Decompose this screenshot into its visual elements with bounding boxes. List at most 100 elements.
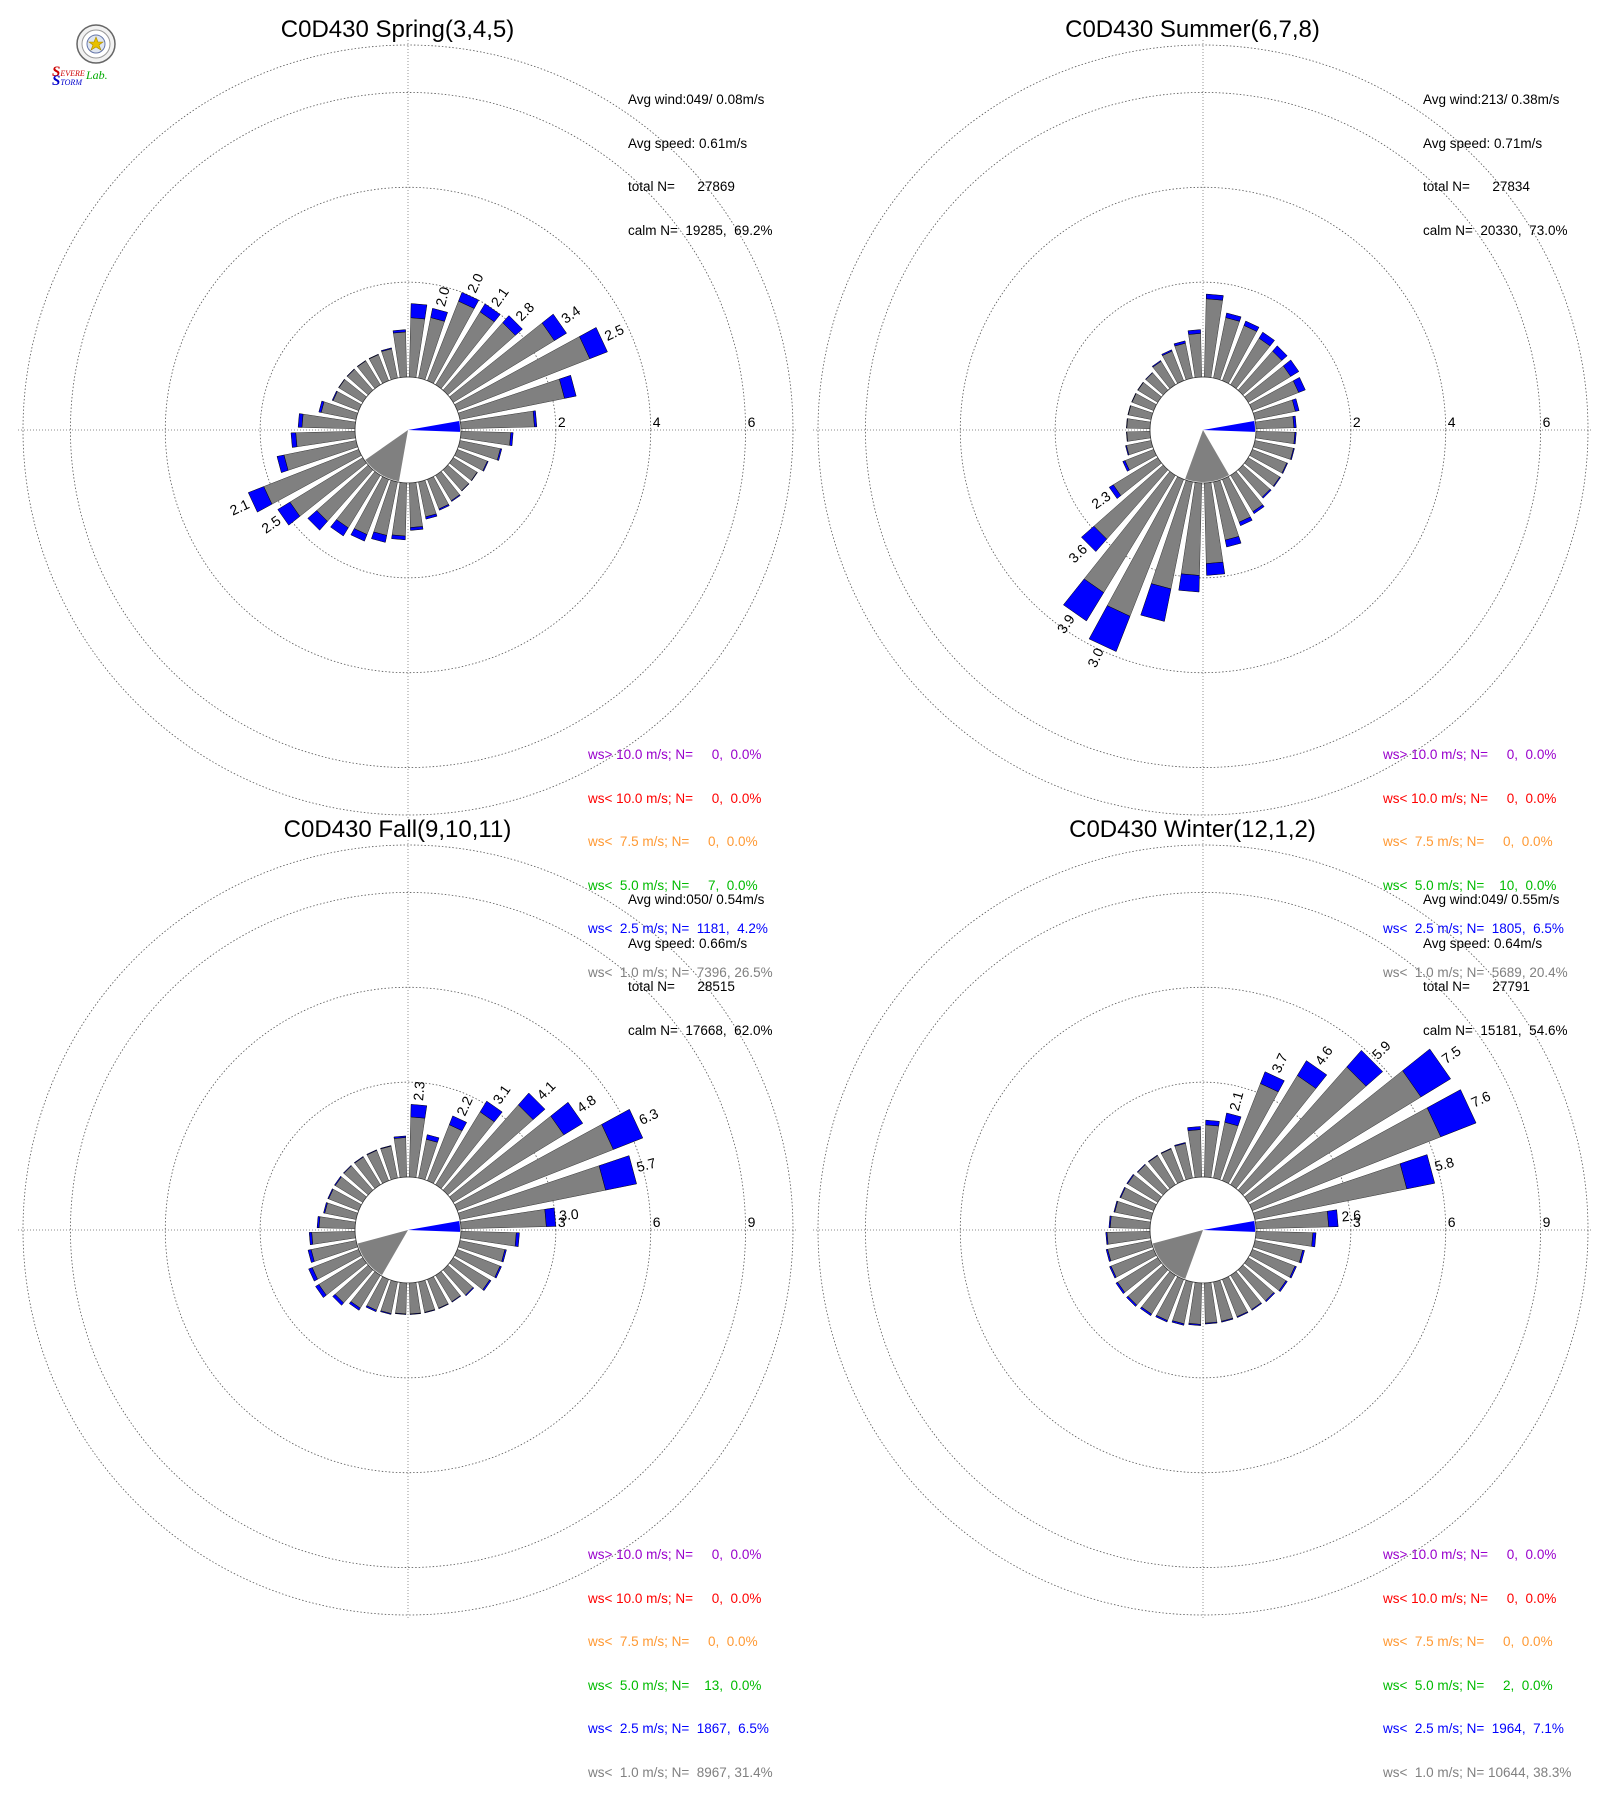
rose-bar-blue (1109, 1265, 1117, 1279)
stat-avg-wind: Avg wind:050/ 0.54m/s (628, 892, 765, 907)
rose-bar-blue (559, 374, 577, 399)
rose-bar-blue (1283, 359, 1300, 377)
rose-bar-blue (425, 1134, 440, 1143)
rose-bar-blue (1140, 583, 1172, 622)
rose-bar-blue (1131, 392, 1137, 403)
legend-entry: ws< 5.0 m/s; N= 10, 0.0% (1383, 877, 1557, 893)
rose-bar-blue (1221, 1317, 1234, 1323)
rose-bar-blue (425, 513, 438, 520)
bar-value-label: 4.1 (533, 1078, 558, 1103)
range-ring (164, 986, 652, 1474)
rose-bar-blue (348, 1301, 361, 1311)
rose-bar-blue (482, 1279, 492, 1292)
legend-entry: ws< 2.5 m/s; N= 1805, 6.5% (1383, 921, 1564, 936)
rose-bar-blue (1399, 1154, 1436, 1190)
rose-bar-blue (1145, 372, 1153, 380)
ring-label: 4 (653, 414, 661, 430)
rose-bar-blue (451, 1295, 462, 1303)
rose-bar-blue (1115, 1281, 1126, 1295)
legend-entry: ws< 5.0 m/s; N= 2, 0.0% (1383, 1677, 1553, 1693)
legend-entry: ws< 1.0 m/s; N= 10644, 38.3% (1383, 1764, 1572, 1780)
rose-bar-blue (393, 1135, 406, 1139)
rose-bar-blue (438, 1303, 449, 1310)
rose-bar-blue (465, 1287, 475, 1297)
range-ring (259, 1081, 557, 1379)
ring-label: 6 (748, 414, 756, 430)
rose-bar-blue (338, 378, 346, 389)
bar-value-label: 4.6 (1312, 1043, 1336, 1068)
rose-bar-blue (1426, 1089, 1477, 1138)
outer-ring (817, 844, 1589, 1616)
bar-value-label: 2.2 (453, 1094, 476, 1119)
range-ring (959, 986, 1447, 1474)
rose-bar-blue (1126, 1173, 1135, 1185)
rose-bar-blue (1272, 345, 1288, 361)
legend-entry: ws> 10.0 m/s; N= 0, 0.0% (588, 1547, 762, 1562)
ring-label: 9 (748, 1214, 756, 1230)
rose-bar-blue (1147, 1154, 1158, 1163)
rose-bar-blue (1122, 460, 1130, 472)
rose-bar-blue (334, 1175, 342, 1186)
legend-entry: ws< 2.5 m/s; N= 1867, 6.5% (588, 1721, 769, 1736)
rose-bar-blue (1236, 1311, 1249, 1318)
rose-bar-blue (380, 1310, 392, 1315)
legend-entry: ws< 10.0 m/s; N= 0, 0.0% (588, 1590, 762, 1606)
rose-bar-blue (479, 1100, 503, 1123)
ring-label: 4 (1448, 414, 1456, 430)
rose-bar-blue (308, 1267, 318, 1282)
rose-bar-blue (502, 315, 523, 336)
rose-bar-blue (430, 307, 448, 322)
wind-rose-summer: 2 4 6 3.0 3.9 3.6 2.3 (813, 40, 1593, 820)
rose-bar-blue (424, 1309, 436, 1314)
bar-value-label: 5.7 (635, 1155, 658, 1176)
rose-bar-blue (579, 327, 608, 360)
rose-bar-blue (1224, 1112, 1242, 1127)
blue-sector (408, 1220, 460, 1232)
ring-label: 6 (1543, 414, 1551, 430)
rose-bar-blue (550, 1101, 584, 1136)
rose-bar-blue (410, 1104, 428, 1119)
legend: ws> 10.0 m/s; N= 0, 0.0% ws< 10.0 m/s; N… (1383, 1519, 1571, 1809)
rose-bar-blue (1205, 1119, 1220, 1127)
legend-entry: ws< 1.0 m/s; N= 7396, 26.5% (588, 964, 773, 980)
outer-ring (817, 44, 1589, 816)
rose-bar-blue (448, 1115, 468, 1132)
bar-value-label: 3.4 (558, 302, 583, 326)
rose-bar-blue (494, 1265, 502, 1279)
stat-calm-n: calm N= 19285, 69.2% (628, 222, 773, 238)
rose-bar-blue (380, 1145, 392, 1150)
chart-title: C0D430 Fall(9,10,11) (283, 816, 512, 843)
legend-entry: ws< 7.5 m/s; N= 0, 0.0% (588, 1634, 758, 1649)
legend: ws> 10.0 m/s; N= 0, 0.0% ws< 10.0 m/s; N… (588, 1519, 773, 1809)
bar-value-label: 3.0 (558, 1206, 579, 1224)
rose-bar-blue (1187, 1126, 1201, 1131)
range-ring (70, 892, 746, 1568)
rose-bar-blue (391, 534, 406, 541)
range-ring (959, 186, 1447, 674)
rose-bar-blue (368, 353, 379, 360)
ring-label: 6 (653, 1214, 661, 1230)
rose-bar-blue (332, 1293, 345, 1306)
rose-bar-blue (395, 1312, 407, 1315)
logo-letter: S (52, 73, 61, 89)
stat-total-n: total N= 28515 (628, 979, 735, 994)
ring-label: 9 (1543, 1214, 1551, 1230)
ring-label: 3 (558, 1214, 566, 1230)
range-ring (1054, 1081, 1352, 1379)
bar-value-label: 2.8 (512, 299, 537, 324)
ring-label: 2 (1353, 414, 1361, 430)
rose-bar-blue (308, 1232, 314, 1246)
rose-bar-blue (1252, 504, 1265, 515)
rose-bar-blue (290, 432, 298, 448)
rose-bar-blue (276, 454, 289, 473)
rose-bar-blue (1311, 1232, 1317, 1248)
rose-bar-blue (1126, 418, 1128, 429)
rose-bar-blue (482, 460, 489, 472)
stat-total-n: total N= 27834 (1423, 179, 1530, 194)
bar-value-label: 2.6 (1341, 1207, 1362, 1225)
blue-sector (1203, 420, 1255, 432)
rose-bar-blue (1258, 331, 1275, 347)
legend-entry: ws< 7.5 m/s; N= 0, 0.0% (588, 834, 758, 849)
rose-bar-blue (1224, 536, 1242, 548)
rose-bar-blue (1063, 578, 1105, 622)
